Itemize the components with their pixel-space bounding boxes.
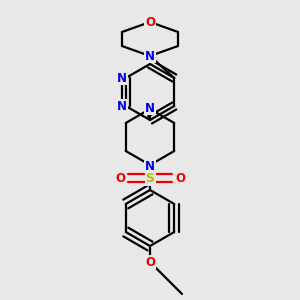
Text: O: O [115,172,125,184]
Text: O: O [145,256,155,268]
Text: O: O [145,16,155,28]
Text: N: N [117,100,127,112]
Text: N: N [145,160,155,172]
Text: N: N [145,50,155,62]
Text: N: N [145,101,155,115]
Text: O: O [175,172,185,184]
Text: S: S [146,172,154,184]
Text: N: N [117,71,127,85]
